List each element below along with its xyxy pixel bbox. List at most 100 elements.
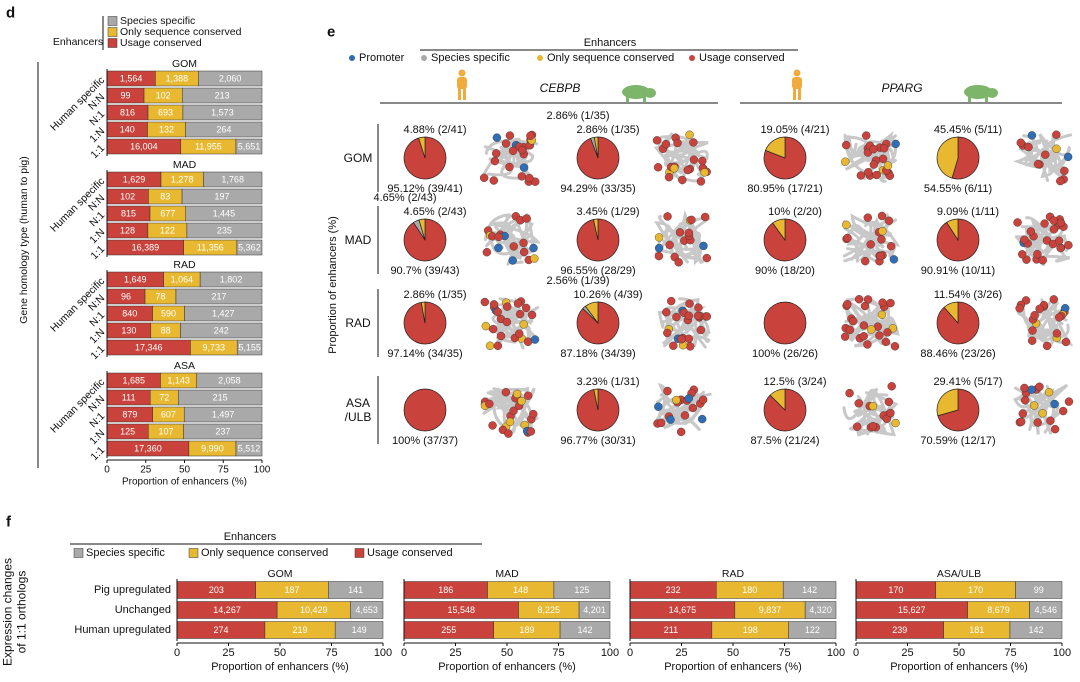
- network-node: [1035, 382, 1044, 391]
- network-node: [675, 228, 685, 237]
- legend-label: Only sequence conserved: [201, 547, 328, 559]
- value-label: 816: [120, 108, 135, 118]
- x-tick-label: 50: [179, 465, 191, 476]
- network-node: [663, 212, 672, 221]
- network-node: [685, 342, 695, 351]
- value-label: 99: [1034, 585, 1044, 595]
- network-node: [492, 133, 502, 142]
- pie-label: 54.55% (6/11): [924, 183, 992, 195]
- network-graphic: [842, 211, 901, 266]
- legend-title: Enhancers: [224, 531, 277, 543]
- value-label: 15,548: [447, 605, 475, 615]
- network-node: [1027, 385, 1036, 394]
- icon-part: [793, 69, 801, 77]
- chart-title: ASA/ULB: [937, 568, 981, 580]
- icon-part: [458, 69, 466, 77]
- network-graphic: [479, 386, 539, 438]
- network-node: [877, 211, 887, 221]
- value-label: 16,389: [132, 243, 160, 253]
- network-node: [680, 411, 690, 420]
- network-node: [517, 172, 527, 181]
- value-label: 5,362: [238, 243, 261, 253]
- network-node: [1050, 424, 1060, 434]
- value-label: 815: [121, 209, 136, 219]
- pie-slice: [584, 301, 599, 325]
- network-node: [854, 399, 863, 408]
- value-label: 96: [121, 292, 131, 302]
- network-node: [673, 138, 682, 148]
- pie-slice: [764, 136, 786, 159]
- network-node: [1052, 144, 1061, 153]
- panel-label: f: [6, 514, 12, 531]
- network-node: [1061, 337, 1071, 347]
- value-label: 102: [120, 192, 135, 202]
- network-node: [654, 243, 664, 253]
- value-label: 83: [160, 192, 170, 202]
- value-label: 189: [519, 625, 534, 635]
- bar-segment: [804, 601, 837, 619]
- network-node: [1042, 341, 1052, 351]
- pie-label: 87.5% (21/24): [750, 435, 819, 447]
- network-node: [883, 161, 893, 170]
- value-label: 1,802: [220, 275, 243, 285]
- pie-slice: [937, 388, 980, 432]
- category-label: 1:N: [87, 226, 107, 246]
- x-tick-label: 0: [627, 647, 633, 659]
- pie-label: 80.95% (17/21): [747, 183, 822, 195]
- value-label: 122: [160, 226, 175, 236]
- network-node: [1020, 396, 1030, 405]
- category-label: 1:1: [88, 444, 107, 463]
- network-node: [864, 167, 873, 177]
- network-node: [1030, 311, 1039, 320]
- network-node: [481, 321, 490, 331]
- icon-part: [798, 88, 801, 100]
- pie-label: 45.45% (5/11): [934, 124, 1002, 136]
- value-label: 187: [285, 585, 300, 595]
- category-label: 1:N: [87, 125, 107, 145]
- value-label: 122: [805, 625, 820, 635]
- bar-segment: [185, 121, 263, 138]
- pie-slice: [763, 301, 807, 345]
- bar-segment: [1009, 621, 1063, 639]
- value-label: 88: [161, 326, 171, 336]
- x-tick-label: 50: [953, 647, 965, 659]
- network-node: [526, 131, 535, 140]
- network-graphic: [482, 212, 541, 266]
- value-label: 142: [802, 585, 817, 595]
- network-graphic: [480, 296, 540, 351]
- x-tick-label: 50: [727, 647, 739, 659]
- network-node: [654, 233, 664, 242]
- network-node: [886, 242, 896, 251]
- value-label: 16,004: [130, 142, 158, 152]
- network-node: [1020, 235, 1029, 244]
- bar-segment: [183, 406, 263, 423]
- value-label: 170: [968, 585, 983, 595]
- value-label: 4,320: [809, 605, 832, 615]
- network-node: [663, 328, 672, 338]
- pie-label: 2.86% (1/35): [404, 289, 467, 301]
- icon-part: [985, 96, 988, 102]
- value-label: 10,429: [300, 605, 328, 615]
- network-node: [1033, 249, 1042, 259]
- network-node: [1052, 329, 1062, 338]
- bar-segment: [1029, 601, 1063, 619]
- network-graphic: [654, 209, 712, 267]
- network-node: [529, 243, 538, 253]
- network-node: [886, 408, 895, 418]
- value-label: 211: [664, 625, 678, 635]
- network-node: [872, 170, 881, 180]
- legend-swatch: [349, 55, 355, 61]
- pie-label: 100% (37/37): [392, 435, 458, 447]
- network-node: [881, 337, 891, 347]
- network-graphic: [657, 296, 712, 351]
- network-node: [884, 216, 894, 225]
- value-label: 8,225: [538, 605, 561, 615]
- network-node: [492, 149, 501, 158]
- category-label: Unchanged: [115, 604, 171, 616]
- x-tick-label: 100: [374, 647, 392, 659]
- network-node: [517, 396, 526, 406]
- x-tick-label: 0: [104, 465, 110, 476]
- legend-label: Species specific: [431, 52, 510, 64]
- network-node: [1044, 387, 1054, 397]
- bar-segment: [196, 372, 263, 389]
